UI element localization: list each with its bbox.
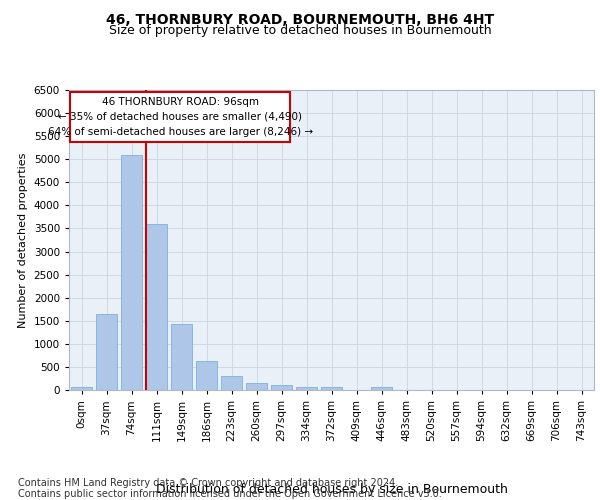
FancyBboxPatch shape (70, 92, 290, 142)
Bar (221, 376, 242, 390)
Bar (96, 314, 117, 390)
Bar (296, 388, 317, 390)
Bar (121, 154, 142, 390)
Bar (321, 387, 342, 390)
Bar (171, 324, 192, 390)
Bar (196, 362, 217, 390)
X-axis label: Distribution of detached houses by size in Bournemouth: Distribution of detached houses by size … (155, 483, 508, 496)
Text: 46 THORNBURY ROAD: 96sqm
← 35% of detached houses are smaller (4,490)
64% of sem: 46 THORNBURY ROAD: 96sqm ← 35% of detach… (47, 97, 313, 136)
Y-axis label: Number of detached properties: Number of detached properties (18, 152, 28, 328)
Bar (146, 224, 167, 390)
Text: Contains HM Land Registry data © Crown copyright and database right 2024.: Contains HM Land Registry data © Crown c… (18, 478, 398, 488)
Text: Contains public sector information licensed under the Open Government Licence v3: Contains public sector information licen… (18, 489, 442, 499)
Text: Size of property relative to detached houses in Bournemouth: Size of property relative to detached ho… (109, 24, 491, 37)
Bar (271, 386, 292, 390)
Bar (371, 387, 392, 390)
Bar (246, 383, 267, 390)
Text: 46, THORNBURY ROAD, BOURNEMOUTH, BH6 4HT: 46, THORNBURY ROAD, BOURNEMOUTH, BH6 4HT (106, 12, 494, 26)
Bar (71, 386, 92, 390)
